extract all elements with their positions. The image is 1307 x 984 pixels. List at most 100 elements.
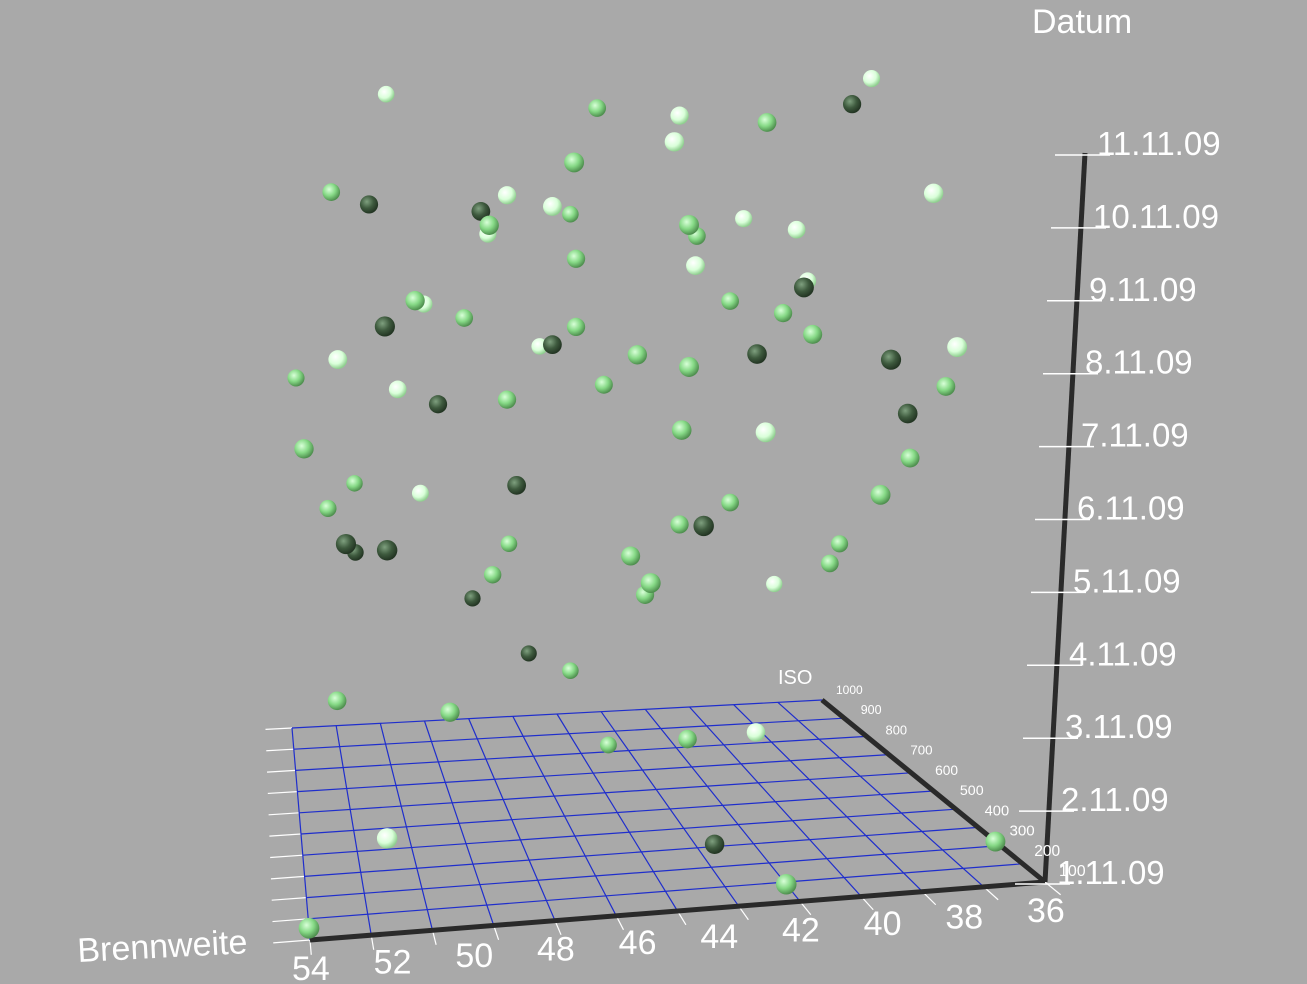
- data-point: [497, 186, 517, 205]
- data-point: [411, 484, 429, 502]
- data-point: [520, 645, 537, 662]
- data-point: [621, 546, 641, 566]
- data-point: [686, 256, 705, 276]
- tick-labels: 54 52 50 48 46 44 42 40 38 36 100 20030040050060070…: [292, 125, 1221, 984]
- iso-tick-label: 300: [1009, 823, 1034, 840]
- x-tick-label: 50: [455, 937, 493, 975]
- data-point: [405, 291, 425, 311]
- data-points: [287, 70, 1006, 939]
- grid-line-brennweite: [335, 725, 372, 936]
- data-point: [679, 214, 699, 235]
- grid-line-iso-extension: [267, 769, 296, 773]
- data-point: [923, 183, 944, 203]
- data-point: [936, 377, 956, 396]
- iso-tick-label: 700: [910, 743, 932, 758]
- grid-line-iso-extension: [271, 897, 307, 901]
- data-point: [562, 662, 579, 679]
- iso-tick-label: 200: [1034, 843, 1060, 860]
- x-tick-label: 54: [292, 950, 330, 984]
- data-point: [464, 590, 481, 607]
- data-point: [863, 70, 881, 88]
- data-point: [543, 197, 562, 216]
- x-tick-label: 52: [374, 944, 412, 982]
- data-point: [294, 439, 314, 459]
- data-point: [842, 95, 862, 114]
- z-tick-label: 9.11.09: [1089, 271, 1197, 308]
- z-tick-label: 2.11.09: [1061, 781, 1169, 818]
- iso-tick-label: 800: [886, 722, 907, 737]
- data-point: [594, 375, 613, 394]
- data-point: [880, 349, 902, 370]
- data-point: [821, 554, 839, 573]
- grid-line-iso-extension: [269, 833, 302, 837]
- data-point: [440, 702, 460, 722]
- data-point: [947, 337, 968, 357]
- data-point: [483, 566, 502, 584]
- data-point: [319, 499, 337, 517]
- data-point: [479, 215, 499, 235]
- z-tick-label: 6.11.09: [1077, 490, 1185, 527]
- data-point: [721, 493, 739, 512]
- grid-line-iso-extension: [273, 939, 311, 944]
- data-point: [376, 828, 398, 849]
- data-point: [897, 403, 918, 424]
- x-tick-label: 48: [537, 931, 575, 969]
- data-point: [497, 390, 517, 409]
- data-point: [471, 202, 491, 221]
- data-point: [562, 205, 579, 223]
- data-point: [455, 309, 474, 327]
- data-point: [346, 475, 363, 492]
- data-point: [543, 335, 562, 355]
- iso-tick-label: 1000: [836, 683, 863, 697]
- y-axis-label: ISO: [778, 667, 812, 689]
- data-point: [600, 736, 617, 754]
- data-point: [335, 533, 357, 555]
- data-point: [766, 575, 783, 593]
- x-tick-label: 42: [782, 911, 820, 949]
- z-tick-label: 8.11.09: [1085, 344, 1193, 381]
- z-tick-label: 10.11.09: [1093, 198, 1219, 235]
- grid-line-iso-extension: [268, 812, 300, 816]
- data-point: [376, 540, 398, 561]
- grid-line-brennweite: [379, 723, 434, 931]
- grid-line-iso-extension: [270, 854, 303, 859]
- data-point: [359, 195, 379, 214]
- grid-line-brennweite: [689, 706, 862, 897]
- iso-tick-label: 100: [1059, 863, 1086, 880]
- grid-line-brennweite: [644, 708, 801, 902]
- grid-line-iso-extension: [272, 918, 309, 923]
- floor-grid: [265, 699, 1061, 955]
- data-point: [566, 317, 586, 337]
- grid-line-brennweite: [556, 713, 679, 912]
- z-axis-line: [1042, 152, 1088, 883]
- data-point: [287, 369, 305, 387]
- z-tick-label: 5.11.09: [1073, 562, 1181, 599]
- data-point: [566, 249, 586, 268]
- data-point: [328, 350, 348, 369]
- data-point: [670, 106, 689, 125]
- iso-tick-label: 900: [861, 703, 882, 717]
- axes: [309, 152, 1088, 943]
- data-point: [664, 132, 685, 152]
- data-point: [670, 515, 689, 534]
- iso-tick-label: 400: [985, 803, 1009, 819]
- z-tick-label: 11.11.09: [1097, 125, 1221, 162]
- data-point: [500, 535, 518, 553]
- grid-line-iso-extension: [266, 748, 294, 752]
- grid-line-brennweite: [423, 720, 495, 926]
- data-point: [322, 183, 341, 201]
- data-point: [704, 834, 725, 855]
- data-point: [678, 729, 697, 749]
- x-tick-label: 46: [619, 924, 657, 962]
- grid-line-brennweite: [512, 716, 617, 917]
- data-point: [564, 152, 585, 173]
- data-point: [507, 475, 527, 495]
- grid-line-iso-extension: [267, 791, 298, 795]
- data-point: [787, 220, 806, 239]
- grid-line-brennweite: [468, 718, 556, 921]
- x-tick-label: 36: [1027, 892, 1065, 930]
- data-point: [327, 691, 347, 711]
- data-point: [773, 304, 793, 323]
- grid-line-brennweite: [291, 727, 311, 941]
